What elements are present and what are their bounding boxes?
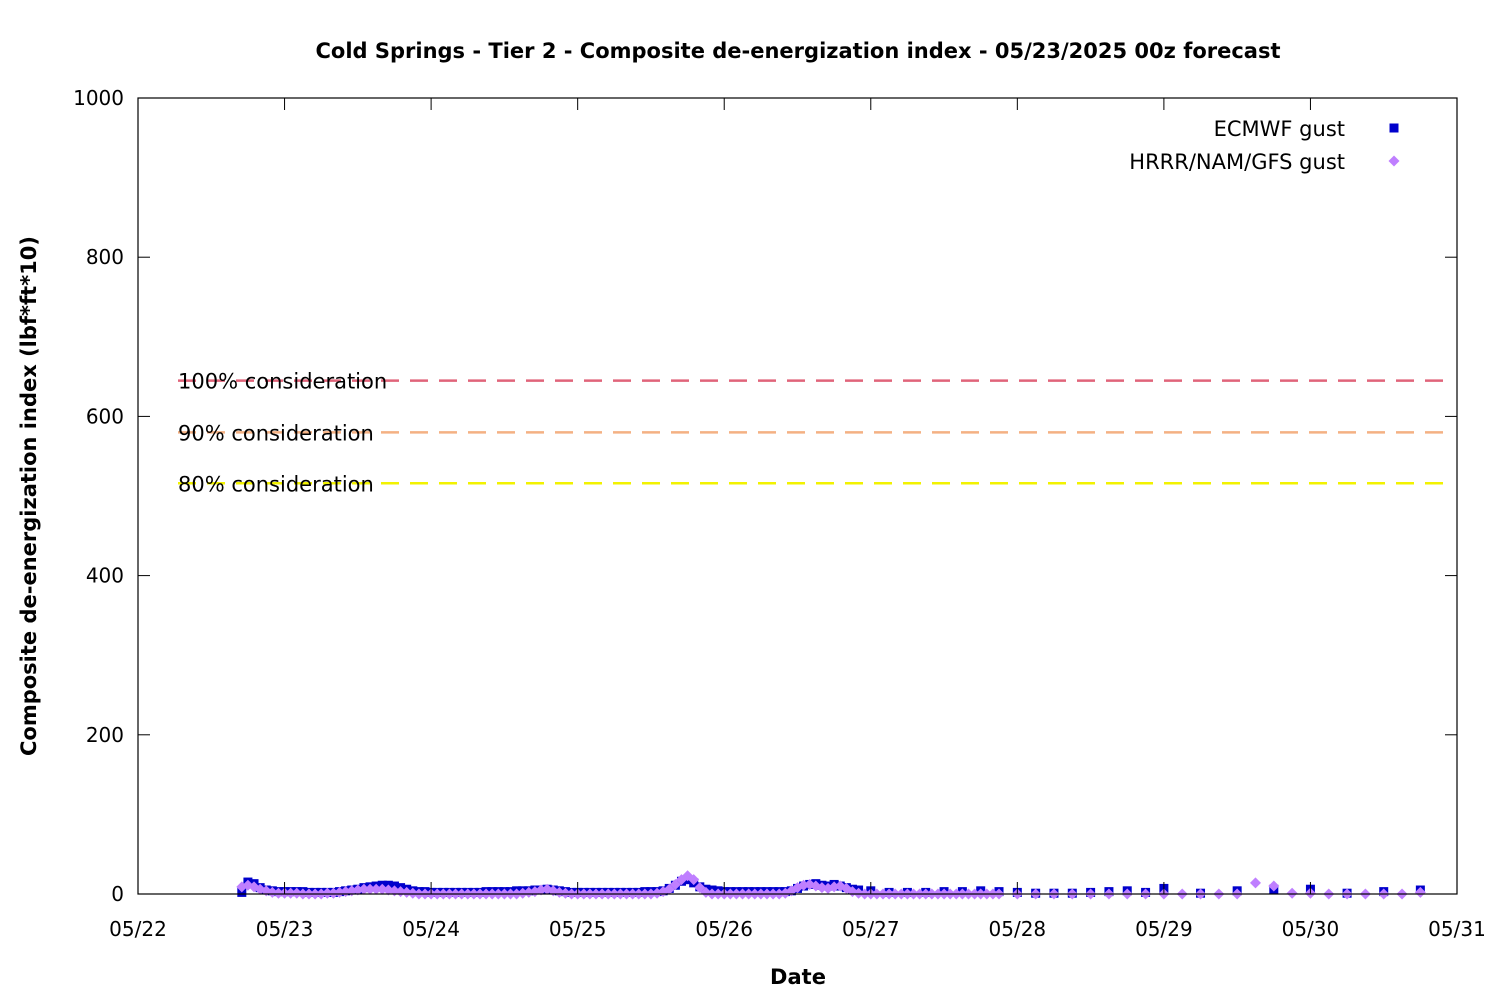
hrrr-point: [285, 887, 297, 899]
x-tick-label: 05/26: [695, 917, 753, 941]
x-tick-label: 05/22: [109, 917, 167, 941]
x-tick-label: 05/30: [1282, 917, 1340, 941]
data-points: [236, 870, 1426, 900]
legend-label: HRRR/NAM/GFS gust: [1129, 150, 1345, 174]
hrrr-point: [1249, 877, 1261, 889]
threshold-label: 90% consideration: [178, 421, 374, 445]
hrrr-point: [1286, 887, 1298, 899]
chart-title: Cold Springs - Tier 2 - Composite de-ene…: [315, 39, 1280, 63]
x-tick-label: 05/28: [989, 917, 1047, 941]
hrrr-point: [1414, 886, 1426, 898]
threshold-lines: 100% consideration 90% consideration 80% c…: [178, 370, 1443, 496]
axes: 0 200 400 600 800 1000 05/22 05/23 05/24 05/25 05/…: [73, 86, 1486, 941]
y-tick-label: 800: [86, 245, 124, 269]
y-tick-label: 600: [86, 404, 124, 428]
y-tick-label: 0: [111, 882, 124, 906]
legend-diamond-marker: [1388, 155, 1400, 167]
y-tick-label: 200: [86, 723, 124, 747]
x-tick-label: 05/27: [842, 917, 900, 941]
hrrr-point: [688, 874, 700, 886]
hrrr-point: [321, 887, 333, 899]
x-tick-label: 05/31: [1428, 917, 1486, 941]
x-tick-label: 05/25: [549, 917, 607, 941]
hrrr-point: [248, 881, 260, 893]
legend-label: ECMWF gust: [1214, 117, 1345, 141]
threshold-label: 80% consideration: [178, 472, 374, 496]
threshold-label: 100% consideration: [178, 370, 387, 394]
hrrr-point: [364, 883, 376, 895]
y-axis-label: Composite de-energization index (lbf*ft*…: [17, 236, 41, 756]
hrrr-point: [1268, 880, 1280, 892]
x-tick-label: 05/29: [1135, 917, 1193, 941]
y-tick-label: 400: [86, 564, 124, 588]
x-tick-label: 05/24: [402, 917, 460, 941]
hrrr-point: [272, 887, 284, 899]
plot-frame: [137, 97, 1458, 895]
ecmwf-point: [237, 887, 247, 897]
hrrr-point: [358, 883, 370, 895]
y-tick-label: 1000: [73, 86, 124, 110]
legend: ECMWF gust HRRR/NAM/GFS gust: [1129, 117, 1400, 174]
hrrr-point: [370, 883, 382, 895]
legend-square-marker: [1389, 123, 1399, 133]
x-axis-label: Date: [770, 965, 826, 989]
x-tick-label: 05/23: [256, 917, 314, 941]
